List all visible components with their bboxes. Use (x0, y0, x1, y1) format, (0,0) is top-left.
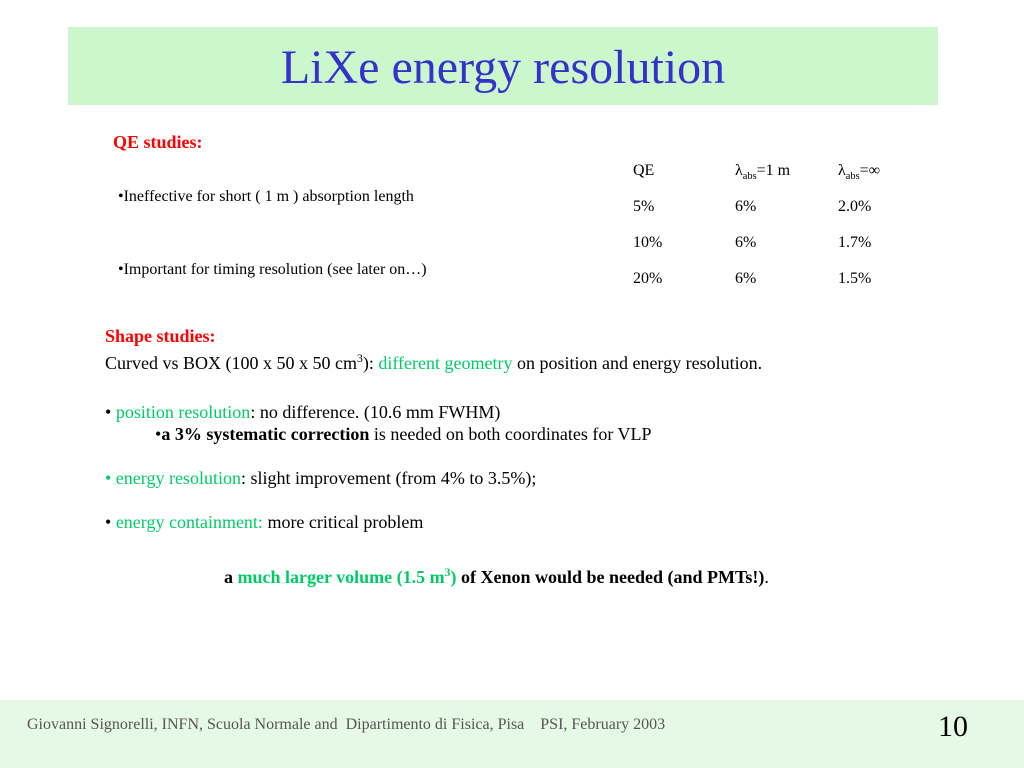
text-run: • (105, 512, 116, 532)
text-run: : no difference. (10.6 mm FWHM) (250, 402, 501, 422)
text-run: Curved vs BOX (100 x 50 x 50 cm (105, 353, 357, 373)
text-run: abs (845, 171, 860, 183)
text-run: energy containment: (115, 512, 263, 532)
table-cell: 2.0% (838, 198, 872, 215)
text-run: =∞ (859, 162, 881, 179)
slide-title: LiXe energy resolution (280, 41, 726, 94)
qe-bullet: •Important for timing resolution (see la… (118, 261, 427, 278)
text-run: abs (742, 171, 757, 183)
title-banner (68, 27, 938, 105)
table-cell: 6% (735, 234, 757, 251)
text-run: QE (633, 162, 655, 179)
text-run: ) (450, 567, 457, 587)
table-cell: 5% (633, 198, 655, 215)
table-cell: 10% (633, 234, 663, 251)
text-run: position resolution (115, 402, 251, 422)
text-run: 3 (444, 566, 451, 579)
text-run: ): (362, 353, 379, 373)
text-run: more critical problem (262, 512, 424, 532)
text-run: : slight improvement (from 4% to 3.5%); (240, 468, 537, 488)
table-cell: 1.5% (838, 270, 872, 287)
page-number: 10 (938, 710, 968, 743)
text-run: . (764, 567, 769, 587)
footer-band (0, 700, 1024, 768)
table-header-cell: λabs=∞ (838, 162, 881, 183)
text-line: a much larger volume (1.5 m3) of Xenon w… (224, 566, 769, 587)
text-run: different geometry (378, 353, 513, 373)
shape-heading: Shape studies: (105, 326, 216, 346)
text-run: • (105, 402, 116, 422)
table-cell: 1.7% (838, 234, 872, 251)
qe-heading: QE studies: (113, 132, 203, 152)
text-line: • energy containment: more critical prob… (105, 513, 423, 531)
text-run: λ (735, 162, 743, 179)
text-run: • (155, 424, 162, 444)
table-cell: 6% (735, 270, 757, 287)
text-run: much larger volume (1.5 m (237, 567, 445, 587)
text-line: • energy resolution: slight improvement … (105, 469, 536, 487)
footer-text: Giovanni Signorelli, INFN, Scuola Normal… (27, 716, 666, 733)
text-line: Curved vs BOX (100 x 50 x 50 cm3): diffe… (105, 352, 763, 373)
text-line: •a 3% systematic correction is needed on… (155, 425, 652, 443)
text-run: is needed on both coordinates for VLP (369, 424, 652, 444)
text-run: • energy resolution (105, 468, 241, 488)
text-run: on position and energy resolution. (512, 353, 763, 373)
text-line: • position resolution: no difference. (1… (105, 403, 500, 421)
text-run: 3 (356, 352, 363, 365)
text-run: a (224, 567, 238, 587)
qe-bullet: •Ineffective for short ( 1 m ) absorptio… (118, 188, 414, 205)
text-run: λ (838, 162, 846, 179)
table-header-cell: QE (633, 163, 654, 179)
table-cell: 20% (633, 270, 663, 287)
text-run: of Xenon would be needed (and PMTs!) (456, 567, 765, 587)
text-run: =1 m (756, 162, 791, 179)
table-cell: 6% (735, 198, 757, 215)
table-header-cell: λabs=1 m (735, 162, 791, 183)
text-run: a 3% systematic correction (161, 424, 370, 444)
